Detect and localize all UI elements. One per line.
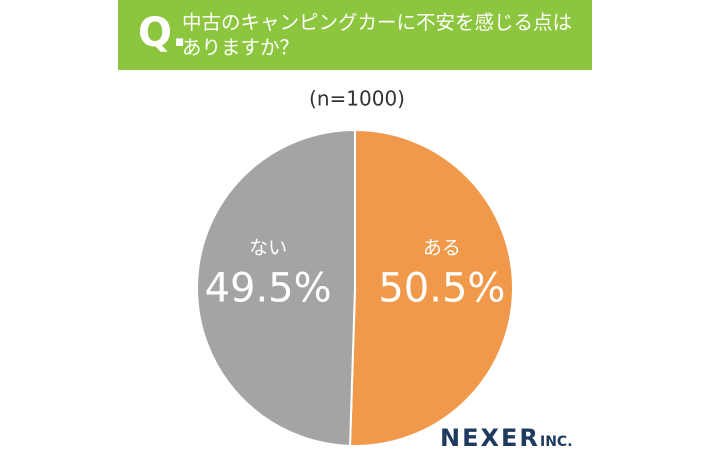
slice-category: ない — [249, 237, 287, 259]
slice-value-label: 50.5% — [378, 266, 505, 312]
header-band: Q. 中古のキャンピングカーに不安を感じる点はありますか？ — [118, 0, 592, 70]
pie-slice — [349, 128, 514, 447]
chart-subtitle: (n=1000) — [309, 87, 405, 111]
pie-slice — [196, 128, 356, 447]
chart-title: 中古のキャンピングカーに不安を感じる点はありますか？ — [182, 11, 573, 59]
slice-category: ある — [423, 237, 461, 259]
slice-value-label: 49.5% — [205, 266, 332, 312]
brand-suffix: INC. — [540, 434, 573, 450]
brand-name: NEXER — [440, 424, 540, 452]
question-mark: Q. — [138, 10, 188, 56]
